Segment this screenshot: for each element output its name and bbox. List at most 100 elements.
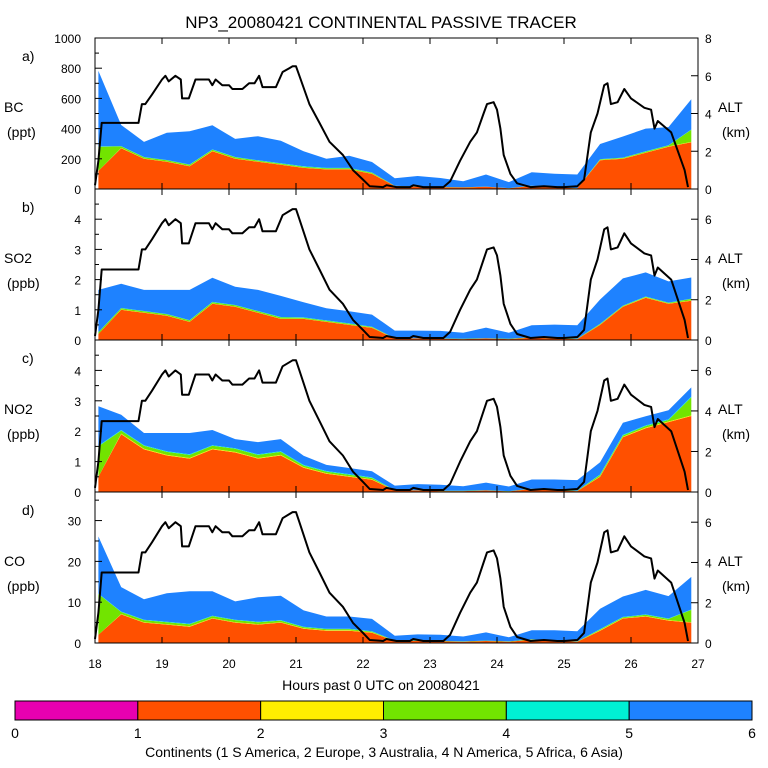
species-unit: (ppb) bbox=[7, 578, 40, 594]
alt-label: ALT bbox=[718, 553, 743, 569]
panel-letter: a) bbox=[22, 48, 34, 64]
x-tick-label: 25 bbox=[557, 657, 571, 671]
legend-tick-label: 6 bbox=[748, 725, 756, 741]
legend-swatch-0 bbox=[14, 700, 139, 721]
color-legend: 0 1 2 3 4 5 6 bbox=[11, 700, 756, 741]
panel-1: 0 1 2 3 4 0 2 4 6 b) SO2 (ppb) ALT (km) bbox=[4, 188, 750, 348]
y-tick-label: 200 bbox=[61, 153, 81, 167]
panel-2: 0 1 2 3 4 0 2 4 6 c) NO2 (ppb) ALT (km) bbox=[4, 339, 750, 500]
panel-0: 0 200 400 600 800 1000 0 2 4 6 8 a) BC (ppt) ALT (km) bbox=[4, 32, 750, 197]
altitude-line bbox=[94, 359, 689, 491]
y-tick-label: 4 bbox=[74, 364, 81, 378]
alt-tick-label: 0 bbox=[705, 183, 712, 197]
alt-unit: (km) bbox=[722, 124, 750, 140]
alt-tick-label: 0 bbox=[705, 486, 712, 500]
alt-label: ALT bbox=[718, 250, 743, 266]
legend-label: Continents (1 S America, 2 Europe, 3 Aus… bbox=[145, 744, 623, 760]
panel-frame bbox=[94, 491, 699, 644]
alt-label: ALT bbox=[718, 401, 743, 417]
alt-tick-label: 0 bbox=[705, 334, 712, 348]
alt-tick-label: 2 bbox=[705, 445, 712, 459]
y-tick-label: 3 bbox=[74, 243, 81, 257]
tracer-area-n-america bbox=[98, 594, 692, 642]
species-unit: (ppb) bbox=[7, 275, 40, 291]
panel-letter: c) bbox=[22, 350, 34, 366]
alt-tick-label: 2 bbox=[705, 294, 712, 308]
alt-unit: (km) bbox=[722, 578, 750, 594]
y-tick-label: 0 bbox=[74, 486, 81, 500]
alt-unit: (km) bbox=[722, 275, 750, 291]
alt-label: ALT bbox=[718, 99, 743, 115]
x-axis: 18 19 20 21 22 23 24 25 26 27 bbox=[88, 657, 705, 671]
y-tick-label: 1 bbox=[74, 456, 81, 470]
y-tick-label: 30 bbox=[68, 515, 82, 529]
y-tick-label: 3 bbox=[74, 395, 81, 409]
y-tick-label: 1 bbox=[74, 304, 81, 318]
species-label: SO2 bbox=[4, 250, 32, 266]
tracer-area-europe bbox=[98, 297, 692, 340]
y-tick-label: 2 bbox=[74, 274, 81, 288]
legend-tick-label: 0 bbox=[11, 725, 19, 741]
tracer-area-asia bbox=[98, 272, 692, 339]
y-tick-label: 600 bbox=[61, 92, 81, 106]
legend-swatch-1 bbox=[137, 700, 262, 721]
x-tick-label: 27 bbox=[691, 657, 705, 671]
panel-3: 0 10 20 30 0 2 4 6 d) CO (ppb) ALT (km) bbox=[4, 491, 750, 651]
species-label: CO bbox=[4, 553, 25, 569]
legend-swatch-2 bbox=[260, 700, 384, 721]
panel-letter: b) bbox=[22, 199, 34, 215]
tracer-area-europe bbox=[98, 142, 692, 189]
x-tick-label: 24 bbox=[490, 657, 504, 671]
alt-tick-label: 6 bbox=[705, 364, 712, 378]
alt-tick-label: 2 bbox=[705, 597, 712, 611]
chart-title: NP3_20080421 CONTINENTAL PASSIVE TRACER bbox=[185, 13, 576, 32]
alt-tick-label: 6 bbox=[705, 213, 712, 227]
y-tick-label: 400 bbox=[61, 123, 81, 137]
legend-tick-label: 2 bbox=[257, 725, 265, 741]
altitude-line bbox=[94, 208, 689, 339]
y-tick-label: 10 bbox=[68, 596, 82, 610]
x-axis-label: Hours past 0 UTC on 20080421 bbox=[282, 677, 480, 693]
legend-swatch-4 bbox=[505, 700, 630, 721]
legend-swatch-3 bbox=[383, 700, 507, 721]
legend-tick-label: 4 bbox=[502, 725, 510, 741]
species-unit: (ppb) bbox=[7, 426, 40, 442]
alt-tick-label: 6 bbox=[705, 516, 712, 530]
species-label: BC bbox=[4, 99, 23, 115]
alt-tick-label: 8 bbox=[705, 32, 712, 46]
panel-letter: d) bbox=[22, 502, 34, 518]
y-tick-label: 20 bbox=[68, 555, 82, 569]
alt-tick-label: 2 bbox=[705, 145, 712, 159]
x-tick-label: 19 bbox=[155, 657, 169, 671]
altitude-line bbox=[94, 511, 689, 642]
y-tick-label: 4 bbox=[74, 213, 81, 227]
y-tick-label: 0 bbox=[74, 637, 81, 651]
panels-group: 0200400600800100002468a)BC(ppt)ALT(km)01… bbox=[4, 32, 750, 651]
legend-tick-label: 5 bbox=[625, 725, 633, 741]
alt-tick-label: 4 bbox=[705, 405, 712, 419]
alt-unit: (km) bbox=[722, 426, 750, 442]
legend-swatch-5 bbox=[628, 700, 753, 721]
y-tick-label: 1000 bbox=[54, 32, 81, 46]
x-tick-label: 18 bbox=[88, 657, 102, 671]
x-tick-label: 21 bbox=[289, 657, 303, 671]
tracer-area-asia bbox=[98, 536, 692, 642]
y-tick-label: 800 bbox=[61, 62, 81, 76]
y-tick-label: 0 bbox=[74, 334, 81, 348]
alt-tick-label: 4 bbox=[705, 108, 712, 122]
alt-tick-label: 4 bbox=[705, 253, 712, 267]
tracer-area-europe bbox=[98, 416, 692, 492]
altitude-line bbox=[94, 65, 689, 189]
tracer-area-europe bbox=[98, 614, 692, 643]
species-label: NO2 bbox=[4, 401, 33, 417]
tracer-area-asia bbox=[98, 70, 692, 189]
legend-tick-label: 3 bbox=[380, 725, 388, 741]
alt-tick-label: 6 bbox=[705, 70, 712, 84]
species-unit: (ppt) bbox=[7, 124, 36, 140]
x-tick-label: 20 bbox=[222, 657, 236, 671]
tracer-area-asia bbox=[98, 387, 692, 492]
x-tick-label: 26 bbox=[624, 657, 638, 671]
x-tick-label: 23 bbox=[423, 657, 437, 671]
x-tick-label: 22 bbox=[356, 657, 370, 671]
